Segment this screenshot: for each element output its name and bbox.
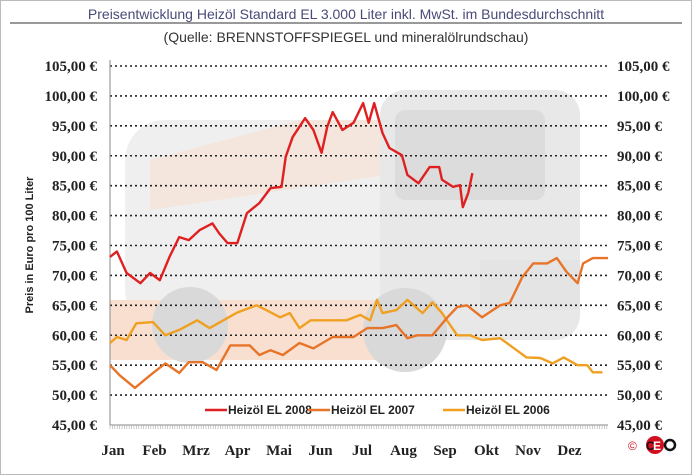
y-tick-label-right: 100,00 € [617, 89, 670, 105]
chart-title: Preisentwicklung Heizöl Standard EL 3.00… [88, 6, 604, 22]
x-tick-label: Dez [557, 443, 581, 459]
legend: Heizöl EL 2008 Heizöl EL 2007 Heizöl EL 20… [205, 403, 550, 417]
x-tick-label: Jun [308, 443, 333, 459]
y-tick-label: 80,00 € [52, 209, 98, 225]
y-tick-label: 55,00 € [52, 358, 98, 374]
y-tick-label: 100,00 € [45, 89, 98, 105]
y-tick-label-right: 85,00 € [617, 179, 663, 195]
y-tick-label: 85,00 € [52, 179, 98, 195]
y-tick-label: 65,00 € [52, 298, 98, 314]
series-lines [109, 101, 608, 390]
y-tick-label-right: 105,00 € [617, 59, 670, 75]
y-tick-label: 70,00 € [52, 268, 98, 284]
y-tick-labels-left: 45,00 € 50,00 € 55,00 € 60,00 € 65,00 € 70,00… [45, 59, 98, 434]
svg-text:©: © [628, 439, 637, 453]
y-tick-label: 105,00 € [45, 59, 98, 75]
y-tick-labels-right: 45,00 € 50,00 € 55,00 € 60,00 € 65,00 € 70,00… [617, 59, 670, 434]
x-tick-label: Jan [101, 443, 125, 459]
y-tick-label: 60,00 € [52, 328, 98, 344]
chart-subtitle: (Quelle: BRENNSTOFFSPIEGEL und mineralöl… [164, 29, 529, 45]
x-tick-label: Okt [474, 443, 499, 459]
copyright-logo: © C E [628, 436, 677, 454]
x-minor-ticks [109, 425, 608, 429]
series-line-2008 [109, 101, 474, 285]
series-line-2006 [109, 298, 603, 374]
y-tick-label-right: 60,00 € [617, 328, 663, 344]
y-tick-label-right: 70,00 € [617, 268, 663, 284]
x-tick-label: Mai [266, 443, 292, 459]
svg-text:E: E [653, 439, 661, 453]
y-tick-label: 95,00 € [52, 119, 98, 135]
legend-label: Heizöl EL 2007 [331, 403, 415, 417]
series-line-2007 [109, 256, 608, 390]
y-tick-label-right: 45,00 € [617, 418, 663, 434]
y-tick-label-right: 90,00 € [617, 149, 663, 165]
y-tick-label-right: 75,00 € [617, 239, 663, 255]
y-tick-label-right: 95,00 € [617, 119, 663, 135]
y-tick-label: 45,00 € [52, 418, 98, 434]
y-axis-label: Preis in Euro pro 100 Liter [24, 176, 36, 314]
y-tick-label-right: 50,00 € [617, 388, 663, 404]
x-tick-label: Apr [225, 443, 251, 459]
legend-label: Heizöl EL 2008 [228, 403, 312, 417]
x-tick-label: Sep [433, 443, 456, 459]
x-tick-labels: Jan Feb Mrz Apr Mai Jun Jul Aug Sep Okt Nov Dez [101, 443, 582, 459]
y-tick-label: 50,00 € [52, 388, 98, 404]
svg-text:C: C [646, 439, 655, 453]
x-tick-label: Feb [142, 443, 166, 459]
x-tick-label: Nov [515, 443, 541, 459]
y-tick-label: 90,00 € [52, 149, 98, 165]
y-tick-label: 75,00 € [52, 239, 98, 255]
y-tick-label-right: 80,00 € [617, 209, 663, 225]
x-tick-label: Aug [390, 443, 417, 459]
x-tick-label: Mrz [182, 443, 210, 459]
legend-label: Heizöl EL 2006 [466, 403, 550, 417]
y-tick-label-right: 55,00 € [617, 358, 663, 374]
x-tick-label: Jul [352, 443, 372, 459]
y-tick-label-right: 65,00 € [617, 298, 663, 314]
